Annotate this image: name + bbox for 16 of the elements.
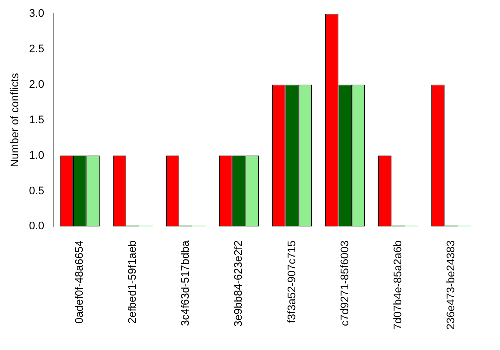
y-axis-title: Number of conflicts	[10, 72, 22, 168]
x-tick-label: 0adef0f-48a6654	[74, 240, 86, 324]
y-tick-label: 0.5	[29, 185, 44, 198]
x-tick-label: c7d9271-85f6003	[339, 240, 352, 326]
y-tick-label: 1.5	[29, 114, 44, 126]
y-tick-label: 2.0	[29, 78, 44, 91]
y-tick-label: 1.0	[29, 150, 44, 162]
y-tick-label: 2.5	[29, 43, 44, 56]
x-tick-label: 7d07b4e-85a2a6b	[392, 240, 404, 330]
x-tick-label: 3e9bb84-623e2f2	[233, 240, 246, 327]
x-tick-label: 3c4f63d-517bdba	[180, 240, 192, 326]
y-tick-label: 0.0	[29, 220, 44, 233]
x-tick-label: 2efbed1-59f1aeb	[127, 240, 140, 324]
y-tick-label: 3.0	[29, 8, 44, 20]
x-tick-label: f3f3a52-907c715	[286, 240, 298, 324]
x-tick-label: 236e473-be24383	[446, 240, 458, 330]
